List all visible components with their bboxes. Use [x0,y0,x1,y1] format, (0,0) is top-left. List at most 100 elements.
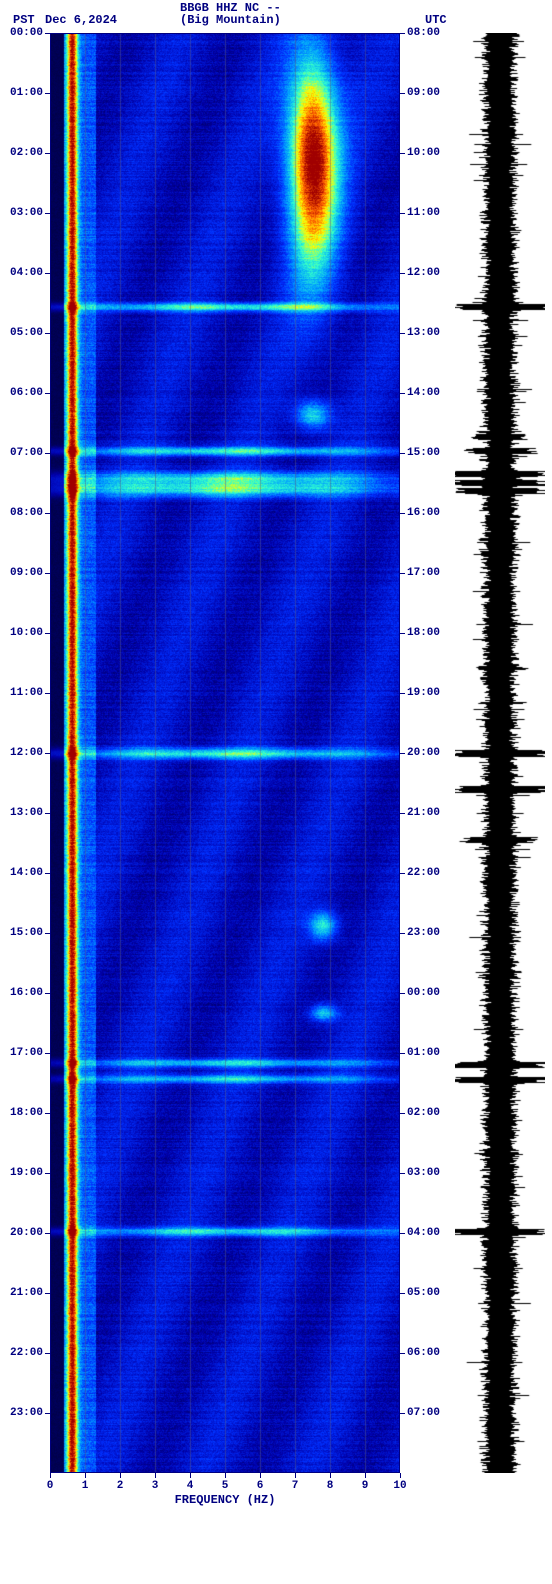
utc-tick-mark [400,93,405,94]
pst-tick-label: 13:00 [10,807,50,819]
pst-tick-mark [45,33,50,34]
freq-tick-mark [120,1473,121,1478]
utc-tick-label: 15:00 [400,447,440,459]
freq-tick-mark [190,1473,191,1478]
pst-tick-mark [45,1233,50,1234]
seismogram-panel [455,33,545,1473]
pst-tick-mark [45,153,50,154]
utc-tick-mark [400,1233,405,1234]
pst-tick-label: 18:00 [10,1107,50,1119]
pst-tick-mark [45,93,50,94]
pst-tick-mark [45,273,50,274]
pst-tick-mark [45,453,50,454]
utc-tick-mark [400,1113,405,1114]
pst-tick-mark [45,513,50,514]
tz-right-label: UTC [425,13,447,27]
pst-tick-label: 23:00 [10,1407,50,1419]
pst-tick-mark [45,1173,50,1174]
pst-tick-label: 14:00 [10,867,50,879]
utc-tick-mark [400,573,405,574]
pst-tick-label: 16:00 [10,987,50,999]
utc-tick-mark [400,1053,405,1054]
header: PST Dec 6,2024 BBGB HHZ NC -- (Big Mount… [0,0,552,30]
pst-tick-mark [45,393,50,394]
utc-tick-mark [400,933,405,934]
pst-tick-mark [45,1353,50,1354]
pst-tick-mark [45,1413,50,1414]
utc-tick-label: 18:00 [400,627,440,639]
utc-tick-label: 13:00 [400,327,440,339]
pst-tick-label: 02:00 [10,147,50,159]
x-axis-label: FREQUENCY (HZ) [175,1493,276,1507]
freq-tick-mark [155,1473,156,1478]
utc-tick-label: 21:00 [400,807,440,819]
pst-tick-label: 22:00 [10,1347,50,1359]
utc-tick-label: 17:00 [400,567,440,579]
pst-tick-label: 15:00 [10,927,50,939]
pst-tick-mark [45,1113,50,1114]
pst-tick-label: 07:00 [10,447,50,459]
utc-tick-mark [400,453,405,454]
pst-tick-mark [45,1053,50,1054]
pst-tick-label: 21:00 [10,1287,50,1299]
tz-left-label: PST [13,13,35,27]
pst-tick-mark [45,693,50,694]
pst-tick-mark [45,213,50,214]
utc-tick-label: 02:00 [400,1107,440,1119]
utc-tick-mark [400,693,405,694]
utc-tick-mark [400,33,405,34]
utc-tick-label: 07:00 [400,1407,440,1419]
pst-tick-label: 05:00 [10,327,50,339]
utc-tick-label: 22:00 [400,867,440,879]
freq-tick-mark [330,1473,331,1478]
utc-tick-label: 23:00 [400,927,440,939]
pst-tick-label: 04:00 [10,267,50,279]
utc-tick-mark [400,333,405,334]
pst-tick-mark [45,573,50,574]
date-label: Dec 6,2024 [45,13,117,27]
utc-tick-mark [400,873,405,874]
pst-tick-label: 12:00 [10,747,50,759]
utc-tick-label: 04:00 [400,1227,440,1239]
utc-tick-mark [400,213,405,214]
utc-tick-label: 16:00 [400,507,440,519]
pst-tick-mark [45,1293,50,1294]
utc-tick-label: 20:00 [400,747,440,759]
utc-tick-label: 11:00 [400,207,440,219]
utc-tick-label: 19:00 [400,687,440,699]
freq-tick-mark [400,1473,401,1478]
utc-tick-label: 01:00 [400,1047,440,1059]
pst-tick-label: 01:00 [10,87,50,99]
utc-tick-mark [400,393,405,394]
utc-tick-mark [400,513,405,514]
pst-tick-mark [45,753,50,754]
pst-tick-label: 10:00 [10,627,50,639]
utc-tick-label: 05:00 [400,1287,440,1299]
utc-tick-mark [400,1293,405,1294]
pst-tick-label: 09:00 [10,567,50,579]
pst-tick-label: 17:00 [10,1047,50,1059]
utc-tick-label: 03:00 [400,1167,440,1179]
pst-tick-mark [45,333,50,334]
pst-tick-label: 11:00 [10,687,50,699]
spectrogram-heatmap [50,33,400,1473]
utc-tick-mark [400,1353,405,1354]
utc-tick-mark [400,1173,405,1174]
seismogram-waveform [455,33,545,1473]
utc-tick-mark [400,993,405,994]
pst-tick-mark [45,873,50,874]
utc-tick-label: 10:00 [400,147,440,159]
utc-tick-mark [400,753,405,754]
freq-tick-mark [50,1473,51,1478]
pst-tick-label: 03:00 [10,207,50,219]
utc-tick-label: 00:00 [400,987,440,999]
pst-tick-label: 19:00 [10,1167,50,1179]
freq-tick-mark [225,1473,226,1478]
pst-tick-mark [45,813,50,814]
utc-tick-mark [400,1413,405,1414]
freq-tick-mark [365,1473,366,1478]
utc-tick-label: 14:00 [400,387,440,399]
utc-tick-mark [400,273,405,274]
pst-tick-mark [45,633,50,634]
pst-tick-label: 20:00 [10,1227,50,1239]
